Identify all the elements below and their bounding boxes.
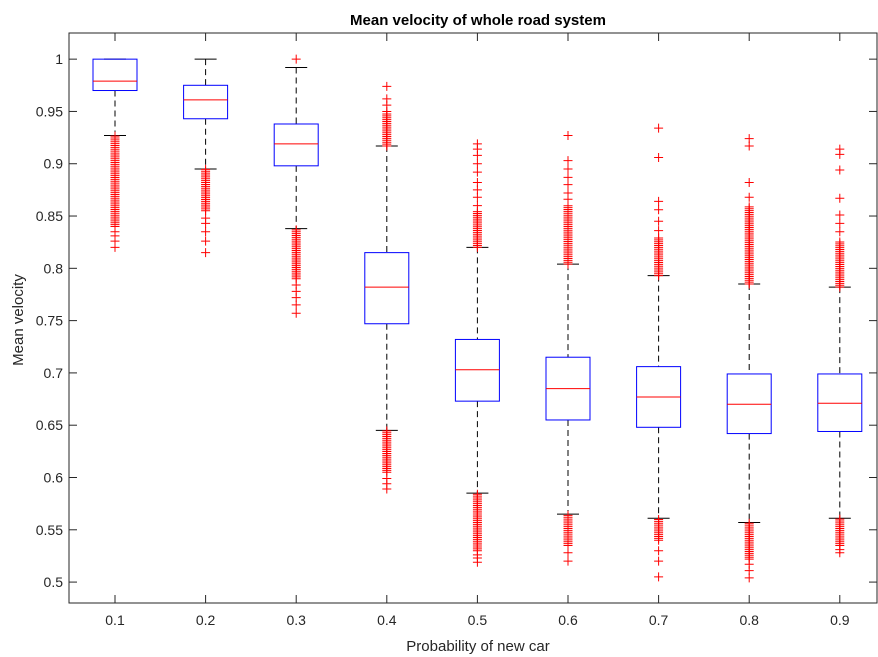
- y-tick-label: 0.65: [36, 417, 63, 433]
- outlier-marker: [382, 81, 392, 91]
- x-tick-label: 0.9: [830, 612, 850, 628]
- outlier-marker: [201, 248, 211, 258]
- outlier-marker: [835, 545, 845, 555]
- y-tick-label: 0.7: [44, 365, 64, 381]
- y-tick-label: 0.85: [36, 208, 63, 224]
- outlier-marker: [563, 156, 573, 166]
- y-tick-label: 0.9: [44, 156, 64, 172]
- outlier-marker: [835, 514, 845, 524]
- outlier-marker: [472, 550, 482, 560]
- outlier-marker: [472, 159, 482, 169]
- x-axis-label: Probability of new car: [406, 638, 549, 655]
- outlier-marker: [563, 130, 573, 140]
- y-tick-label: 0.75: [36, 313, 63, 329]
- outlier-marker: [744, 178, 754, 188]
- outlier-marker: [654, 572, 664, 582]
- box: [183, 84, 229, 120]
- y-tick-label: 0.95: [36, 103, 63, 119]
- outlier-marker: [835, 165, 845, 175]
- outlier-marker: [472, 201, 482, 211]
- box: [817, 373, 863, 432]
- outlier-marker: [744, 192, 754, 202]
- outlier-marker: [291, 308, 301, 318]
- outlier-marker: [744, 134, 754, 144]
- outlier-marker: [472, 167, 482, 177]
- outlier-marker: [201, 227, 211, 237]
- outlier-marker: [110, 227, 120, 237]
- outlier-marker: [835, 237, 845, 247]
- outlier-marker: [835, 210, 845, 220]
- outlier-marker: [835, 227, 845, 237]
- outlier-marker: [654, 216, 664, 226]
- outlier-marker: [654, 515, 664, 525]
- outlier-marker: [472, 489, 482, 499]
- plot-area: [68, 32, 878, 604]
- outlier-marker: [654, 196, 664, 206]
- outlier-marker: [472, 139, 482, 149]
- outlier-marker: [654, 546, 664, 556]
- y-tick-label: 0.55: [36, 522, 63, 538]
- outlier-marker: [382, 426, 392, 436]
- outlier-marker: [744, 559, 754, 569]
- outlier-marker: [744, 202, 754, 212]
- outlier-marker: [201, 213, 211, 223]
- outlier-marker: [654, 152, 664, 162]
- outlier-marker: [201, 164, 211, 174]
- outlier-marker: [654, 205, 664, 215]
- y-tick-label: 0.6: [44, 469, 64, 485]
- outlier-marker: [382, 94, 392, 104]
- box: [454, 338, 500, 402]
- outlier-marker: [835, 193, 845, 203]
- outlier-marker: [291, 280, 301, 290]
- x-tick-label: 0.8: [739, 612, 759, 628]
- outlier-marker: [382, 474, 392, 484]
- outlier-marker: [201, 236, 211, 246]
- outlier-marker: [563, 548, 573, 558]
- outlier-marker: [563, 172, 573, 182]
- outlier-marker: [654, 556, 664, 566]
- y-axis-label: Mean velocity: [10, 274, 27, 366]
- x-tick-label: 0.7: [649, 612, 669, 628]
- box: [92, 58, 138, 92]
- outlier-marker: [563, 164, 573, 174]
- outlier-marker: [835, 218, 845, 228]
- x-tick-label: 0.3: [286, 612, 306, 628]
- x-tick-label: 0.1: [105, 612, 125, 628]
- outlier-marker: [563, 188, 573, 198]
- x-tick-label: 0.6: [558, 612, 578, 628]
- y-tick-label: 1: [55, 51, 63, 67]
- x-tick-label: 0.4: [377, 612, 397, 628]
- outlier-marker: [563, 510, 573, 520]
- outlier-marker: [291, 225, 301, 235]
- box: [364, 252, 410, 325]
- outlier-marker: [835, 144, 845, 154]
- outlier-marker: [472, 178, 482, 188]
- x-tick-label: 0.2: [196, 612, 216, 628]
- box: [726, 373, 772, 435]
- outlier-marker: [744, 518, 754, 528]
- y-tick-label: 0.5: [44, 574, 64, 590]
- y-tick-label: 0.8: [44, 260, 64, 276]
- outlier-marker: [654, 123, 664, 133]
- outlier-marker: [291, 54, 301, 64]
- chart-title: Mean velocity of whole road system: [350, 12, 606, 29]
- x-tick-label: 0.5: [468, 612, 488, 628]
- outlier-marker: [563, 556, 573, 566]
- outlier-marker: [110, 131, 120, 141]
- outlier-marker: [654, 226, 664, 236]
- box: [273, 123, 319, 167]
